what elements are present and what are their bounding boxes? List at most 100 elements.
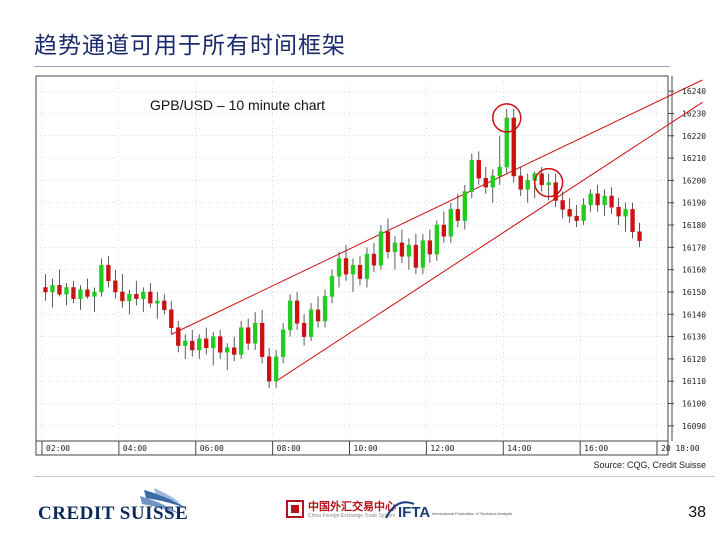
candle-body	[476, 160, 481, 179]
candle	[148, 283, 153, 308]
y-tick-label: 16170	[682, 243, 706, 252]
candle-body	[315, 309, 321, 322]
candle-body	[364, 253, 370, 279]
chart-frame	[35, 75, 669, 442]
candle	[399, 229, 405, 263]
footer-divider	[34, 476, 714, 477]
candle-body	[287, 300, 293, 331]
channel-line	[275, 101, 703, 382]
y-tick-label: 16130	[682, 333, 706, 342]
candle-body	[525, 180, 530, 190]
candle	[462, 184, 467, 230]
x-axis-ticks: 02:00 04:00 06:00 08:00 10:00 12:00 14:00 16:00…	[41, 441, 700, 455]
candlestick-chart: 16240 16230 16220 16210 16200 16190 16180 16170…	[35, 75, 706, 456]
y-tick-label: 16230	[682, 109, 706, 118]
candle-body	[336, 258, 342, 277]
x-tick-label: 20 18:00	[661, 444, 700, 453]
candle	[343, 245, 349, 281]
candle	[287, 294, 293, 337]
candle	[113, 269, 118, 299]
candle-body	[553, 182, 558, 201]
candle-body	[588, 193, 593, 206]
candle	[190, 329, 195, 357]
source-note: Source: CQG, Credit Suisse	[593, 460, 706, 470]
candle-body	[322, 296, 328, 322]
candle-body	[616, 206, 621, 217]
candle-body	[204, 338, 209, 349]
candle	[155, 291, 160, 319]
candle-body	[239, 327, 244, 355]
candle	[315, 296, 321, 328]
candle	[371, 242, 377, 272]
candle-body	[176, 327, 181, 346]
y-tick-label: 16140	[682, 310, 706, 319]
cfx-seal-icon	[286, 500, 304, 518]
candle	[57, 269, 62, 297]
x-tick-label: 04:00	[123, 444, 147, 453]
candle	[43, 274, 48, 301]
candle-body	[43, 287, 48, 293]
x-tick-label: 02:00	[46, 444, 70, 453]
candle-body	[78, 289, 83, 299]
candle	[574, 204, 579, 228]
candle-body	[546, 182, 551, 186]
candle	[385, 218, 391, 259]
candle	[392, 236, 398, 270]
y-tick-label: 16200	[682, 176, 706, 185]
candle-body	[211, 336, 216, 348]
candle-body	[595, 193, 600, 206]
candle-body	[630, 209, 635, 232]
candle-body	[155, 300, 160, 304]
candle-body	[245, 327, 251, 344]
candle	[141, 287, 146, 313]
time-axis-strip	[35, 440, 669, 456]
candle-body	[602, 195, 607, 206]
candle-body	[252, 322, 258, 344]
candle-body	[141, 291, 146, 299]
highlight-circle	[492, 103, 522, 133]
candle	[602, 189, 607, 217]
candle	[64, 283, 69, 306]
candle	[134, 280, 139, 306]
candle-body	[455, 209, 461, 221]
x-tick-label: 14:00	[507, 444, 531, 453]
y-tick-label: 16220	[682, 132, 706, 141]
credit-suisse-sails-icon	[140, 488, 186, 514]
ifta-swoosh-icon	[385, 501, 415, 519]
candle	[329, 269, 335, 304]
slide-title: 趋势通道可用于所有时间框架	[34, 33, 346, 59]
candle-body	[609, 195, 614, 208]
y-tick-label: 16090	[682, 422, 706, 431]
candle	[567, 198, 572, 223]
y-tick-label: 16210	[682, 154, 706, 163]
candles	[43, 109, 642, 388]
candle-body	[197, 338, 202, 351]
candle	[252, 312, 258, 350]
title-divider	[34, 66, 670, 67]
candle	[71, 280, 76, 304]
y-tick-label: 16110	[682, 377, 706, 386]
candle	[616, 198, 621, 226]
candle-body	[497, 166, 502, 177]
candle	[301, 314, 307, 346]
candle-body	[350, 264, 356, 275]
x-tick-label: 06:00	[200, 444, 224, 453]
y-tick-label: 16100	[682, 400, 706, 409]
candle	[120, 274, 125, 308]
candle	[434, 220, 440, 261]
candle	[609, 187, 614, 214]
candle	[280, 323, 286, 364]
candle	[490, 169, 495, 203]
candle-body	[427, 240, 433, 255]
y-tick-label: 16190	[682, 199, 706, 208]
candle	[218, 329, 223, 359]
candle-body	[50, 285, 55, 293]
candle	[637, 222, 642, 248]
candle-body	[413, 244, 419, 268]
candle	[504, 109, 509, 174]
candle-body	[567, 209, 572, 217]
candle	[50, 278, 55, 308]
candle-body	[301, 322, 307, 337]
candle-body	[504, 117, 509, 168]
candle-body	[57, 285, 62, 295]
